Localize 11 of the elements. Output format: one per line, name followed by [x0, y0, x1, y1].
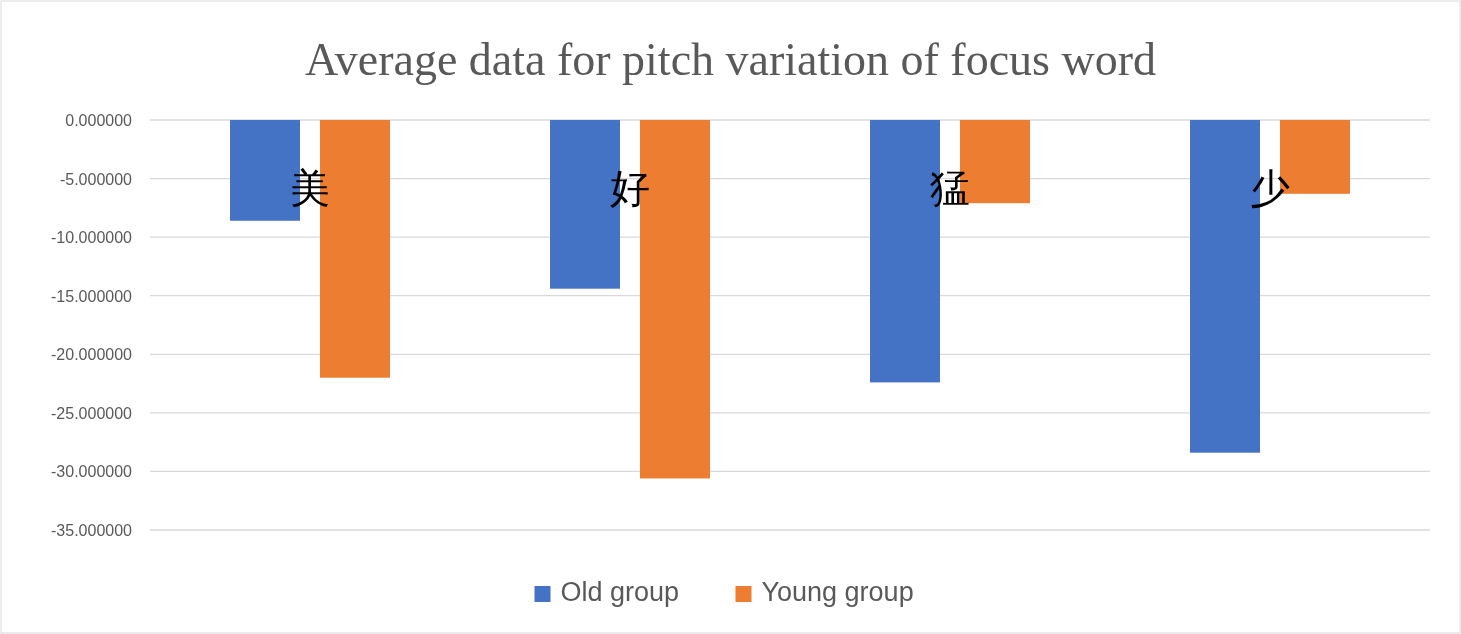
title: Average data for pitch variation of focus word [304, 34, 1157, 85]
y-tick-label: 0.000000 [65, 112, 133, 129]
legend-label: Old group [560, 577, 680, 607]
y-tick-label: -30.000000 [51, 463, 133, 481]
y-tick-label: -35.000000 [51, 522, 133, 539]
y-tick-label: -25.000000 [51, 404, 133, 422]
y-tick-label: -15.000000 [51, 287, 133, 305]
y-tick-label: -5.000000 [59, 170, 133, 188]
legend-label: Young group [761, 577, 914, 607]
y-tick-label: -20.000000 [51, 346, 133, 364]
y-tick-label: -10.000000 [51, 229, 133, 247]
